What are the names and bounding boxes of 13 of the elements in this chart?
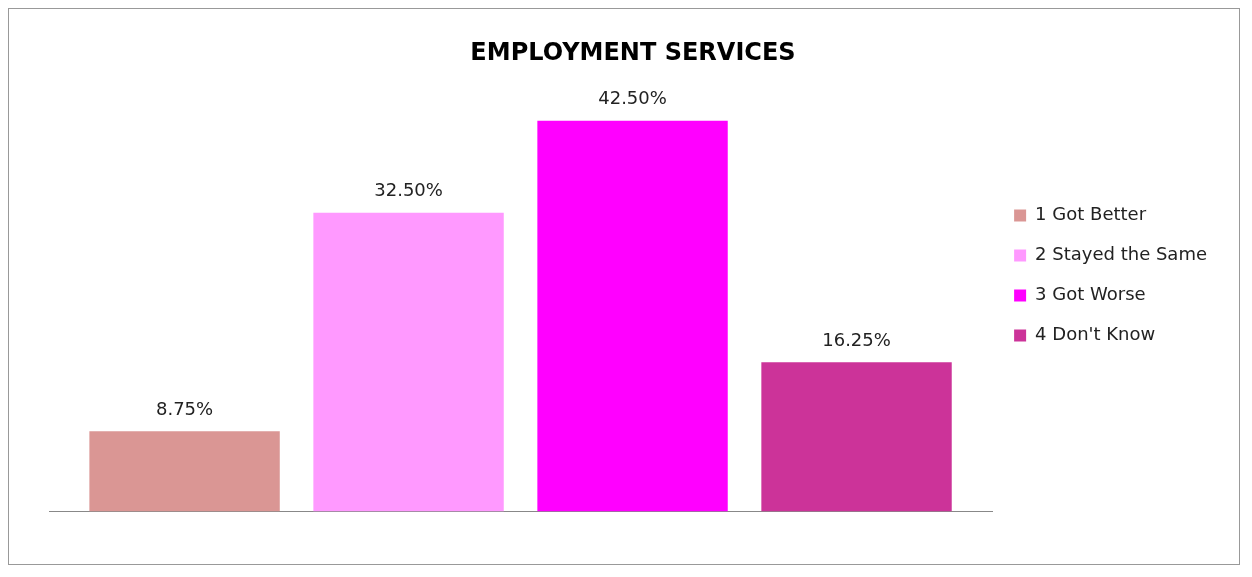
data-label: 32.50% (374, 179, 443, 201)
legend-label: 3 Got Worse (1035, 283, 1146, 305)
legend-label: 4 Don't Know (1035, 323, 1156, 345)
bar (313, 212, 504, 512)
data-label: 8.75% (155, 397, 214, 419)
data-label: 42.50% (598, 87, 667, 109)
legend-label: 2 Stayed the Same (1035, 243, 1207, 265)
chart-title: EMPLOYMENT SERVICES (470, 37, 796, 66)
bar (537, 120, 728, 512)
data-label: 16.25% (822, 328, 891, 350)
legend-label: 1 Got Better (1035, 203, 1147, 225)
bar (89, 431, 280, 512)
bar (761, 362, 952, 512)
